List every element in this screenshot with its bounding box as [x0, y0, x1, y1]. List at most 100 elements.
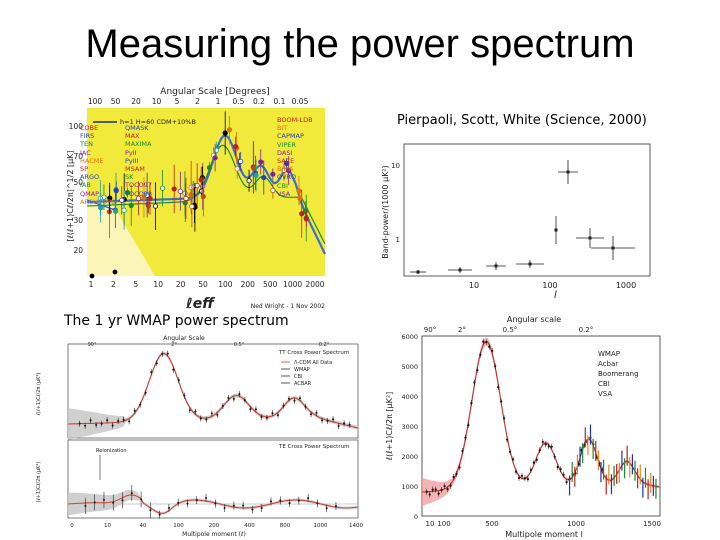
compilation-top-tick-label: 50 [111, 97, 121, 106]
wmap-te-data-point [297, 499, 300, 502]
slide-title: Measuring the power spectrum [85, 22, 635, 66]
combined-wmap-point [488, 345, 491, 348]
compilation-legend-item: SACE [277, 157, 295, 166]
compilation-legend-left: COBE FIRS TEN IAC HACME SP ARGO IAB QMAP ARCHEOPS [80, 124, 115, 206]
compilation-data-point [303, 216, 309, 222]
combined-legend-item: VSA [598, 390, 612, 398]
compilation-x-axis-label: ℓeff [185, 296, 215, 312]
combined-wmap-point [562, 473, 565, 476]
compilation-x-tick-label: 200 [241, 280, 256, 289]
wmap-top-tick-label: 90° [88, 342, 97, 348]
wmap-te-x-tick-label: 1000 [314, 523, 328, 529]
compilation-legend-item: SP [80, 165, 89, 174]
compilation-figure: Angular Scale [Degrees] 100 50 20 10 5 2 1 0.5 0… [65, 82, 335, 314]
compilation-data-point [286, 168, 292, 174]
combined-y-tick-label: 2000 [401, 453, 418, 461]
combined-wmap-point [485, 341, 488, 344]
compilation-x-tick-label: 5 [133, 280, 138, 289]
compilation-legend-item: MAXIMA [125, 140, 152, 149]
combined-wmap-point [443, 485, 446, 488]
wmap-tt-legend-item: WMAP [294, 367, 310, 373]
compilation-data-point [171, 186, 177, 192]
combined-y-tick-label: 5000 [401, 363, 418, 371]
wmap-te-x-tick-label: 400 [244, 523, 255, 529]
combined-wmap-point [491, 349, 494, 352]
compilation-x-tick-label: 20 [176, 280, 186, 289]
combined-wmap-point [505, 438, 509, 441]
compilation-data-point [112, 208, 119, 214]
compilation-data-point [246, 178, 252, 184]
compilation-data-point [253, 172, 259, 178]
wmap-tt-data-point [221, 405, 224, 408]
wmap-te-data-point [279, 499, 282, 502]
pierpaoli-figure: 1 10 10 100 1000 Band-power/(1000 µK²) l [378, 132, 658, 302]
compilation-data-point [119, 197, 125, 203]
combined-data-points [425, 338, 657, 500]
pierpaoli-data-point [588, 236, 592, 240]
wmap-tt-legend-item: ACBAR [294, 381, 312, 387]
wmap-te-data-point [251, 508, 254, 511]
compilation-y-tick-label: 30 [73, 216, 83, 225]
wmap-tt-data-point [172, 368, 175, 371]
wmap-te-data-point [149, 509, 152, 512]
combined-wmap-point [464, 436, 467, 439]
wmap-tt-data-point [122, 418, 125, 421]
wmap-te-data-point [93, 501, 96, 504]
pierpaoli-x-tick-label: 10 [469, 281, 479, 290]
compilation-top-tick-label: 0.5 [233, 97, 245, 106]
wmap-te-data-point [167, 506, 170, 509]
wmap-tt-data-point [249, 408, 252, 411]
wmap-te-data-point [325, 507, 328, 510]
compilation-top-tick-label: 0.05 [292, 97, 309, 106]
combined-plot-frame [421, 335, 661, 517]
wmap-te-x-tick-label: 100 [173, 523, 184, 529]
compilation-credit: Ned Wright - 1 Nov 2002 [251, 303, 325, 310]
wmap-top-tick-label: 2° [171, 342, 177, 348]
wmap-te-x-ticks: 0 10 40 100 200 400 800 1000 1400 [70, 523, 363, 529]
wmap-te-data-point [140, 498, 143, 501]
compilation-data-point [206, 165, 213, 171]
compilation-legend-item: PyIII [125, 156, 139, 165]
combined-model-curve [421, 341, 661, 493]
combined-wmap-point [500, 400, 503, 403]
compilation-data-point [233, 143, 239, 150]
wmap-caption: The 1 yr WMAP power spectrum [64, 313, 289, 329]
compilation-legend-item: BOOM-LDB [277, 116, 313, 124]
wmap-te-data-point [232, 504, 235, 507]
compilation-legend-item: ARGO [80, 173, 100, 182]
wmap-tt-data-point [133, 409, 136, 412]
compilation-data-points [89, 111, 309, 279]
wmap-tt-data-point [150, 371, 153, 374]
wmap-tt-legend-item: Λ-CDM All Data [294, 360, 332, 366]
wmap-tt-data-point [139, 403, 142, 406]
compilation-legend-item: ARCHEOPS [80, 197, 116, 206]
wmap-tt-data-point [78, 422, 81, 425]
wmap-tt-data-point [232, 397, 235, 400]
wmap-tt-data-point [276, 414, 279, 417]
compilation-model-label: h=1 H=60 CDM+10%B [120, 118, 196, 126]
wmap-top-tick-label: 0.2° [319, 342, 330, 348]
combined-legend: WMAP Acbar Boomerang CBI VSA [598, 350, 639, 398]
compilation-legend-item: IAC [80, 148, 91, 157]
combined-x-tick-label: 1500 [643, 520, 661, 528]
wmap-tt-data-point [161, 352, 164, 355]
combined-wmap-point [517, 476, 521, 480]
pierpaoli-data-point [416, 270, 420, 274]
wmap-tt-data-point [238, 393, 241, 396]
compilation-legend-item: TOCO97 [125, 181, 153, 190]
wmap-te-data-point [334, 505, 337, 508]
wmap-tt-model-curve [67, 352, 359, 429]
combined-wmap-point [532, 461, 535, 464]
compilation-data-point [212, 155, 218, 161]
wmap-tt-data-point [293, 399, 296, 402]
combined-wmap-point [550, 445, 553, 448]
wmap-tt-data-point [254, 408, 257, 411]
wmap-te-data-point [260, 506, 263, 509]
combined-top-axis-label: Angular scale [507, 315, 561, 324]
wmap-tt-data-point [321, 419, 324, 422]
combined-x-tick-label: 10 [426, 520, 435, 528]
compilation-top-axis-label: Angular Scale [Degrees] [160, 87, 269, 97]
wmap-tt-data-point [188, 409, 191, 412]
pierpaoli-caption: Pierpaoli, Scott, White (Science, 2000) [397, 113, 647, 128]
wmap-tt-data-point [265, 416, 268, 419]
